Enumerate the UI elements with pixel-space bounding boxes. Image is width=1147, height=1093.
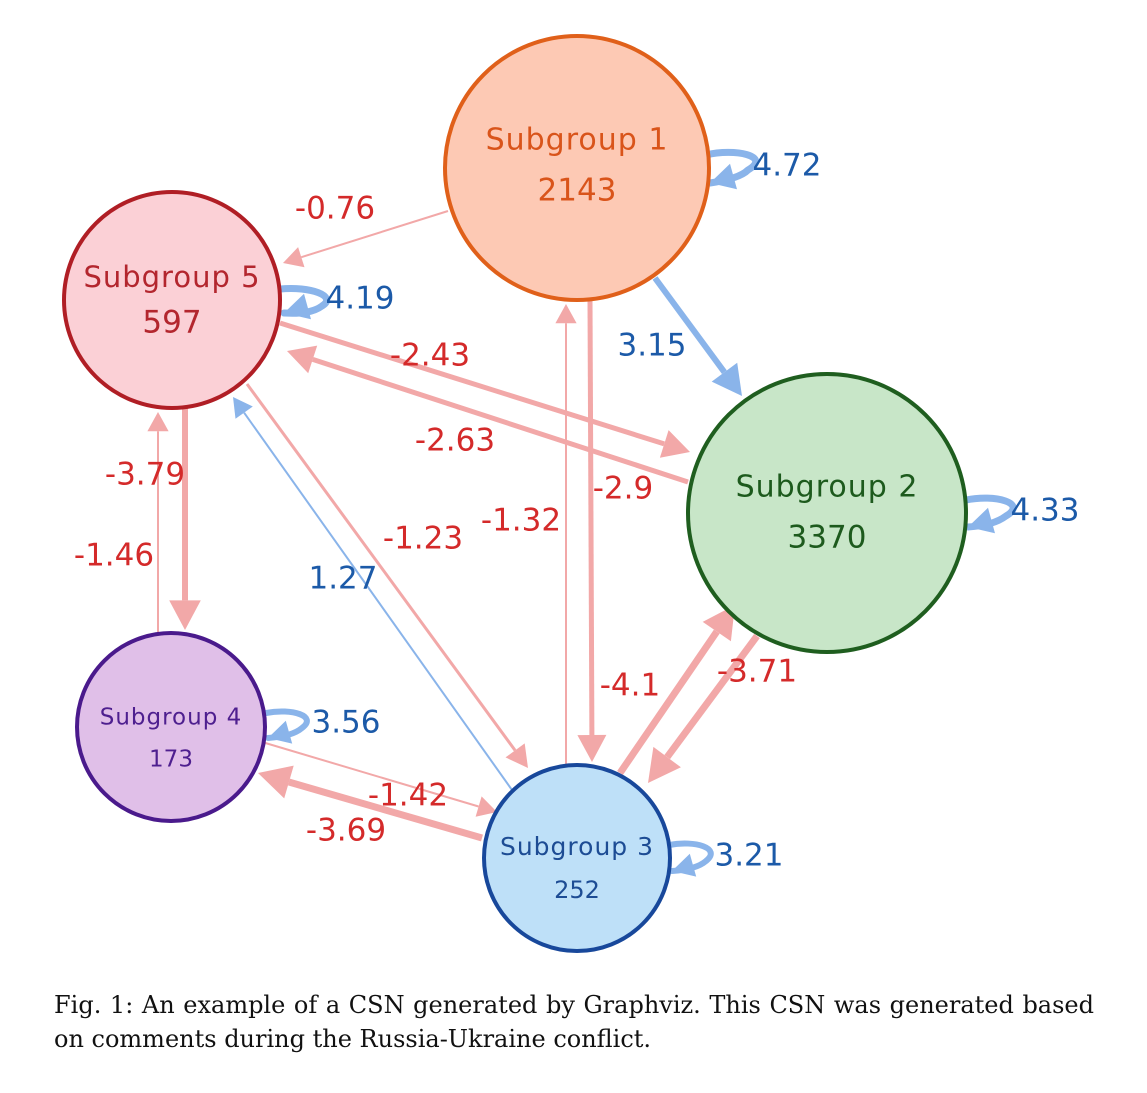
node-count-s1: 2143 xyxy=(538,173,617,209)
edge-label-s3-s2: -4.1 xyxy=(600,668,661,704)
edge-arrow-s1-s2 xyxy=(711,362,742,396)
edge-s5-s2 xyxy=(279,320,665,447)
edge-arrow-s5-s4 xyxy=(169,600,201,630)
edge-arrow-s2-s5 xyxy=(287,345,318,374)
edge-label-s5-s3: -1.23 xyxy=(383,521,463,557)
node-name-s3: Subgroup 3 xyxy=(500,832,654,861)
edge-arrow-s3-s4 xyxy=(258,765,294,799)
edge-label-s5-s5: 4.19 xyxy=(325,281,394,317)
edge-label-s5-s4: -3.79 xyxy=(105,457,185,493)
node-s1: Subgroup 1 2143 xyxy=(443,34,711,302)
self-loop-arrow-s3 xyxy=(672,853,697,877)
edge-label-s5-s2: -2.43 xyxy=(390,338,470,374)
edge-s3-s5 xyxy=(243,412,513,791)
edge-arrow-s4-s3 xyxy=(475,796,497,817)
figure-caption: Fig. 1: An example of a CSN generated by… xyxy=(54,991,1094,1053)
edge-label-s2-s5: -2.63 xyxy=(415,423,495,459)
edge-label-s3-s1: -1.32 xyxy=(481,503,561,539)
edge-s2-s3 xyxy=(664,633,760,760)
node-circle-s1 xyxy=(443,34,711,302)
edge-label-s4-s5: -1.46 xyxy=(74,538,154,574)
self-loop-arrow-s2 xyxy=(968,507,995,534)
node-name-s1: Subgroup 1 xyxy=(486,123,669,158)
edge-label-s1-s5: -0.76 xyxy=(295,191,375,227)
self-loop-arrow-s1 xyxy=(710,163,737,190)
edge-arrow-s1-s5 xyxy=(283,247,305,268)
edge-arrow-s4-s5 xyxy=(147,412,169,432)
node-circle-s2 xyxy=(686,372,968,654)
node-count-s5: 597 xyxy=(142,305,201,341)
edge-label-s1-s1: 4.72 xyxy=(752,148,821,184)
edge-arrow-s5-s3 xyxy=(505,743,528,768)
node-name-s4: Subgroup 4 xyxy=(100,705,243,731)
node-s2: Subgroup 2 3370 xyxy=(686,372,968,654)
edge-arrow-s2-s3 xyxy=(648,746,681,783)
edge-s2-s5 xyxy=(311,357,689,485)
node-name-s5: Subgroup 5 xyxy=(83,260,260,294)
edge-label-s2-s2: 4.33 xyxy=(1010,493,1079,529)
node-circle-s3 xyxy=(482,763,672,953)
edge-label-s4-s3: -1.42 xyxy=(368,778,448,814)
edge-label-s1-s3: -2.9 xyxy=(593,471,654,507)
node-count-s2: 3370 xyxy=(788,520,867,556)
edge-arrow-s5-s2 xyxy=(659,430,690,458)
edge-s1-s3 xyxy=(587,299,595,736)
self-loop-arrow-s4 xyxy=(268,720,293,744)
edge-arrow-s3-s1 xyxy=(555,304,577,324)
edge-s3-s4 xyxy=(287,778,483,842)
node-count-s3: 252 xyxy=(554,876,600,904)
edge-label-s3-s5: 1.27 xyxy=(308,561,377,597)
edge-arrow-s1-s3 xyxy=(577,734,607,762)
node-s4: Subgroup 4 173 xyxy=(75,631,267,823)
node-s5: Subgroup 5 597 xyxy=(62,190,282,410)
edge-label-s3-s4: -3.69 xyxy=(306,813,386,849)
edge-s5-s3 xyxy=(245,383,517,752)
node-name-s2: Subgroup 2 xyxy=(736,470,919,505)
self-loop-arrow-s5 xyxy=(284,293,311,320)
edge-s4-s3 xyxy=(261,741,479,808)
edge-label-s1-s2: 3.15 xyxy=(617,328,686,364)
edge-label-s2-s3: -3.71 xyxy=(717,654,797,690)
node-circle-s5 xyxy=(62,190,282,410)
edge-label-s3-s3: 3.21 xyxy=(714,838,783,874)
edge-s1-s2 xyxy=(652,276,727,374)
edge-label-s4-s4: 3.56 xyxy=(311,705,380,741)
node-count-s4: 173 xyxy=(149,747,193,773)
edge-s3-s2 xyxy=(617,629,720,775)
edge-s1-s5 xyxy=(300,210,449,259)
edge-arrow-s3-s2 xyxy=(702,605,735,642)
node-circle-s4 xyxy=(75,631,267,823)
edge-arrow-s3-s5 xyxy=(233,397,253,419)
node-s3: Subgroup 3 252 xyxy=(482,763,672,953)
csn-diagram: Subgroup 1 2143 Subgroup 2 3370 Subgroup 3 25… xyxy=(62,34,1080,953)
